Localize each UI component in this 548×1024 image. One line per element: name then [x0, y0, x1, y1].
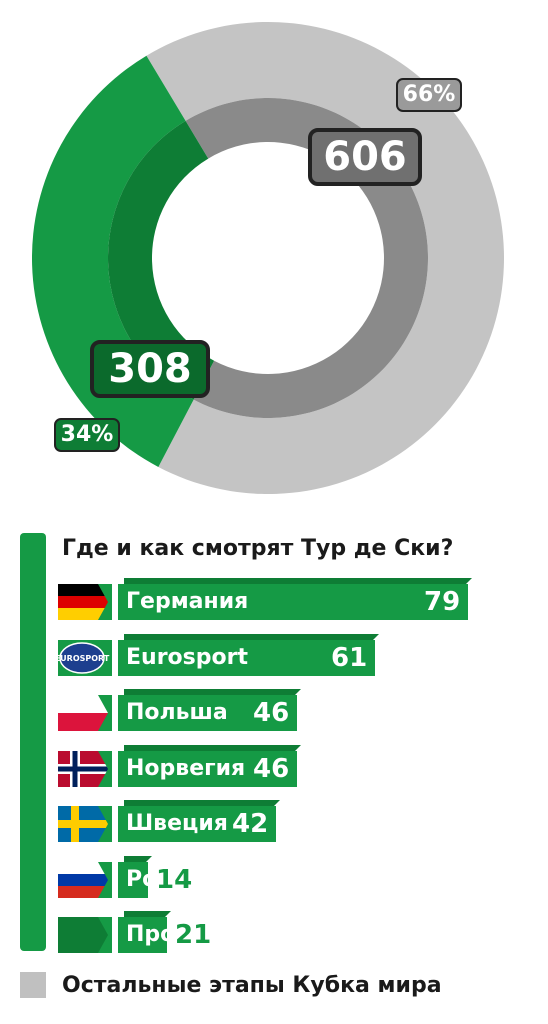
other-icon — [58, 917, 112, 953]
green-legend-stripe — [20, 533, 46, 951]
bar-row: Швеция 42 — [58, 800, 416, 844]
green-percent-badge: 34% — [54, 418, 120, 452]
gray-legend-swatch — [20, 972, 46, 998]
bar-value: 21 — [175, 920, 212, 950]
eurosport-logo-icon: EUROSPORT — [58, 640, 112, 676]
bar-label: Норвегия — [126, 756, 246, 781]
bar: Прочие — [118, 911, 221, 955]
gray-value-badge: 606 — [308, 128, 422, 186]
bar: Норвегия — [118, 745, 297, 789]
flag-norway-icon — [58, 751, 112, 787]
flag-russia-icon — [58, 862, 112, 898]
bar-value: 42 — [232, 809, 269, 839]
bar-row: Норвегия 46 — [58, 745, 437, 789]
bar-row: Россия 14 — [58, 856, 288, 900]
bar: Швеция — [118, 800, 276, 844]
bar: Германия — [118, 578, 468, 622]
bar-label: Eurosport — [126, 645, 248, 670]
bar-label: Германия — [126, 589, 249, 614]
flag-poland-icon — [58, 695, 112, 731]
bar-value: 46 — [253, 754, 290, 784]
bar-value: 61 — [331, 643, 368, 673]
bar-row: Польша 46 — [58, 689, 437, 733]
donut-slice-outer-1 — [32, 55, 194, 467]
bar-row: Прочие 21 — [58, 911, 307, 955]
flag-sweden-icon — [58, 806, 112, 842]
bar-row: EUROSPORT Eurosport 61 — [58, 634, 515, 678]
svg-text:EUROSPORT: EUROSPORT — [58, 654, 110, 663]
bar-value: 46 — [253, 698, 290, 728]
bar-label: Швеция — [126, 811, 228, 836]
bar-label: Прочие — [126, 922, 221, 947]
bar-row: Германия 79 — [58, 578, 548, 622]
flag-germany-icon — [58, 584, 112, 620]
bar: Eurosport — [118, 634, 375, 678]
bar-value: 14 — [156, 865, 193, 895]
green-value-badge: 308 — [90, 340, 210, 398]
gray-legend-label: Остальные этапы Кубка мира — [62, 973, 442, 998]
bar-label: Россия — [126, 867, 213, 892]
gray-percent-badge: 66% — [396, 78, 462, 112]
bar: Польша — [118, 689, 297, 733]
bar: Россия — [118, 856, 213, 900]
donut-slice-inner-1 — [107, 120, 215, 400]
bar-chart-title: Где и как смотрят Тур де Ски? — [62, 536, 454, 561]
bar-value: 79 — [424, 587, 461, 617]
bar-label: Польша — [126, 700, 228, 725]
